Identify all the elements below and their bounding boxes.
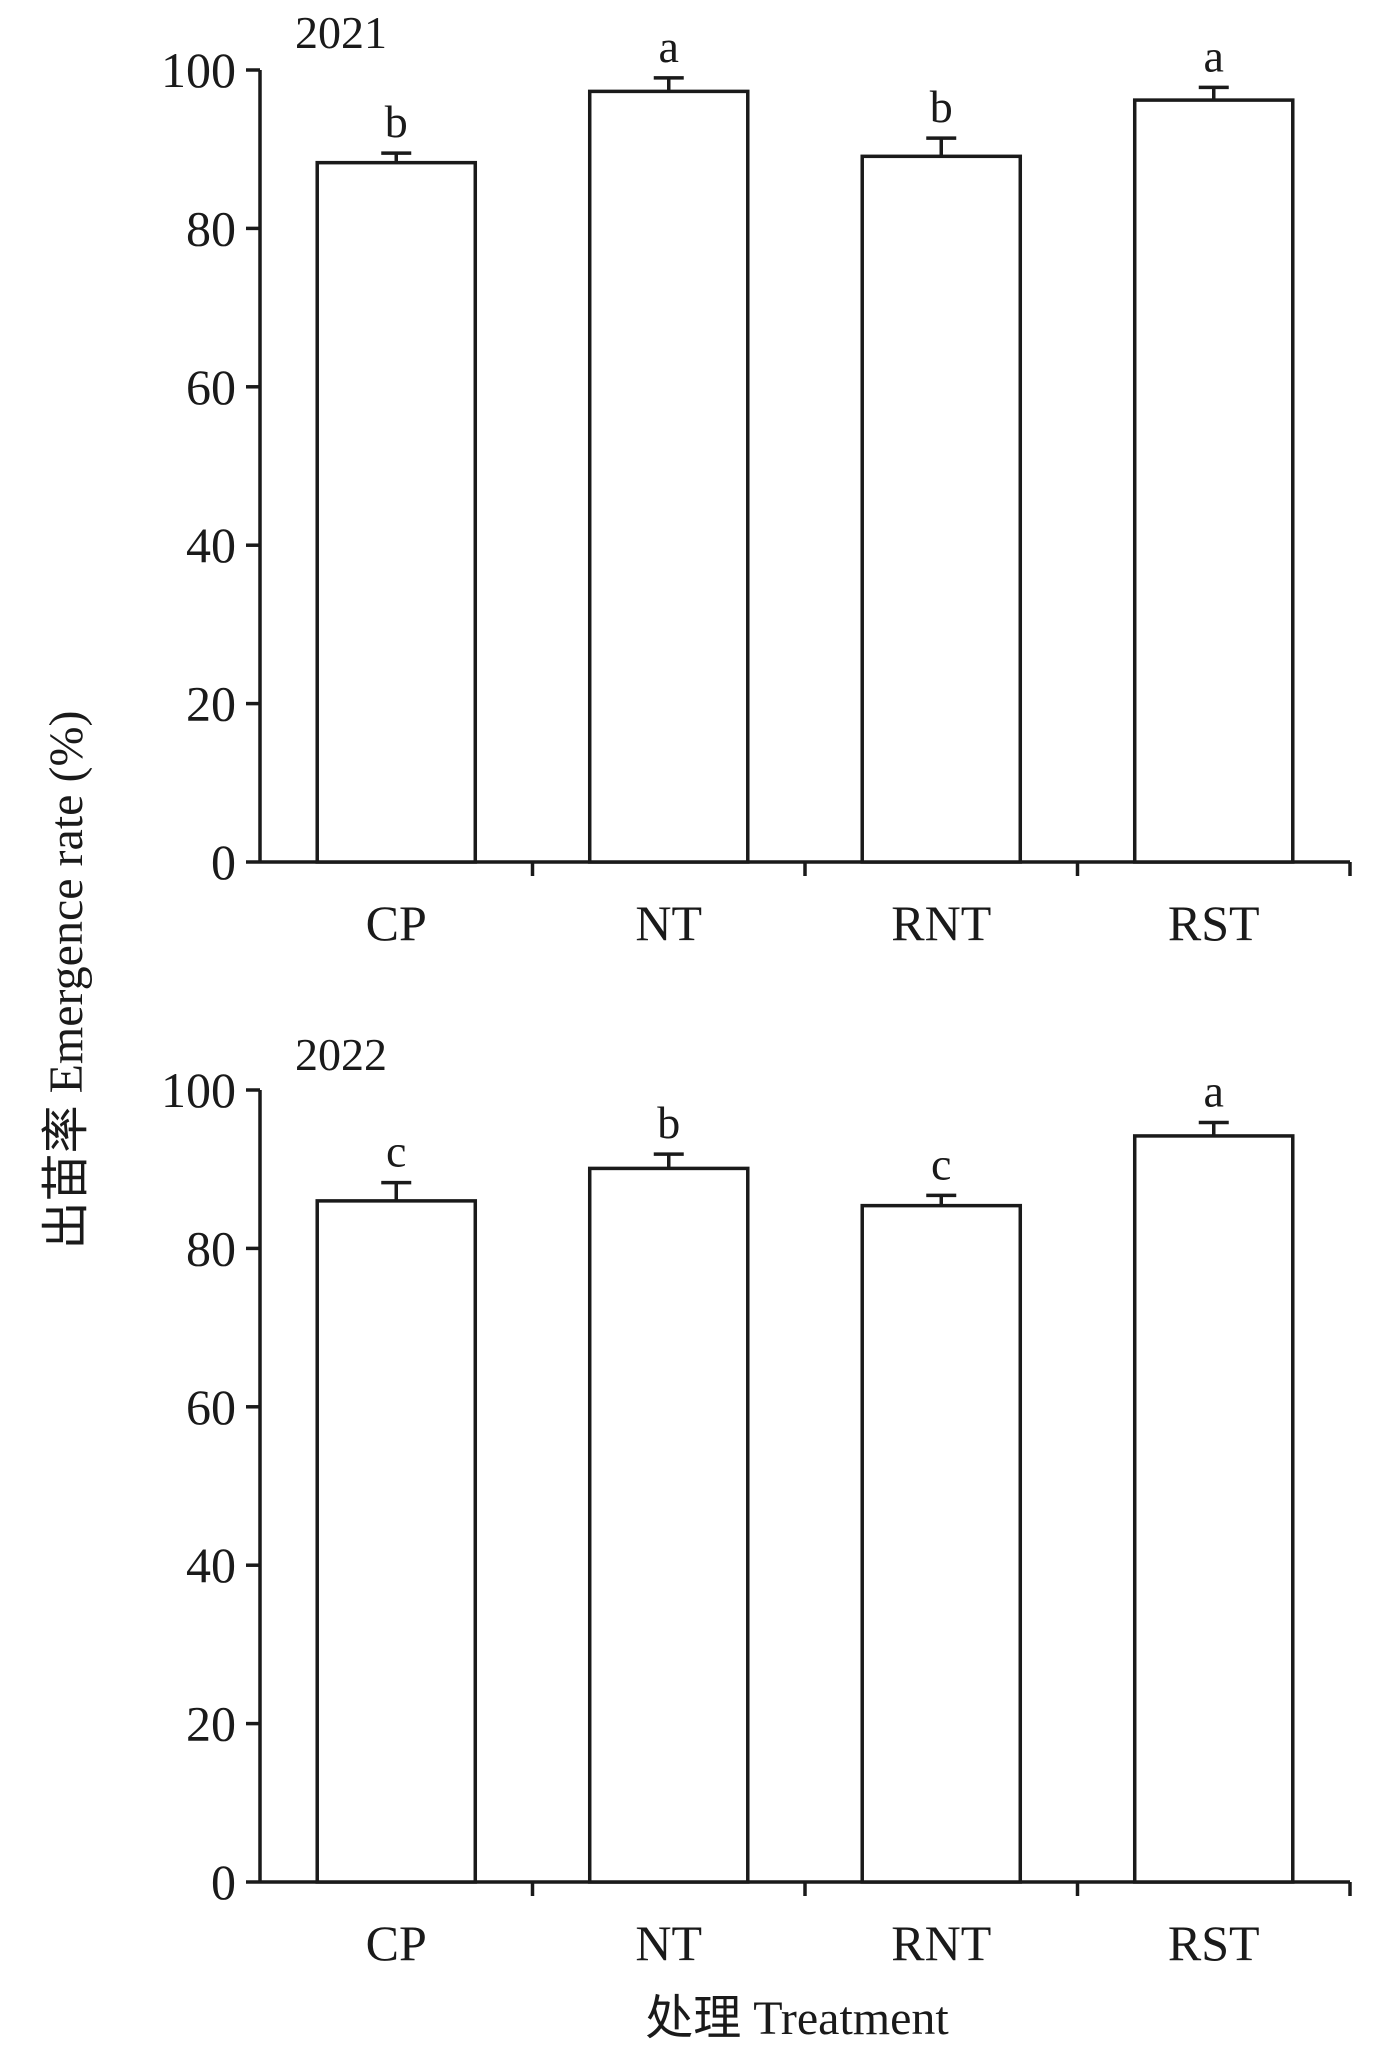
x-tick-label: RST bbox=[1168, 895, 1260, 951]
y-axis-title: 出苗率 Emergence rate (%) bbox=[40, 711, 93, 1250]
y-tick-label: 40 bbox=[186, 1537, 236, 1593]
y-tick-label: 20 bbox=[186, 1696, 236, 1752]
significance-label: b bbox=[657, 1097, 680, 1148]
y-tick-label: 0 bbox=[211, 834, 236, 890]
bar-rnt bbox=[860, 1203, 1023, 1884]
significance-label: a bbox=[659, 21, 679, 72]
significance-label: b bbox=[930, 81, 953, 132]
bar-cp bbox=[315, 1199, 478, 1884]
bar-rst bbox=[1132, 98, 1295, 864]
x-tick-label: RNT bbox=[891, 1915, 991, 1971]
panel-title: 2022 bbox=[295, 1029, 387, 1080]
y-tick-label: 20 bbox=[186, 676, 236, 732]
bar-cp bbox=[315, 160, 478, 864]
panel-title: 2021 bbox=[295, 7, 387, 58]
bar-rnt bbox=[860, 154, 1023, 864]
y-tick-label: 100 bbox=[161, 1062, 236, 1118]
significance-label: c bbox=[931, 1138, 951, 1189]
panel-2021: 2021 0 20 40 60 80 100 b CP a NT b RNT a RST bbox=[161, 7, 1352, 951]
x-tick-label: RNT bbox=[891, 895, 991, 951]
y-tick-label: 0 bbox=[211, 1854, 236, 1910]
significance-label: a bbox=[1204, 30, 1224, 81]
y-tick-label: 40 bbox=[186, 517, 236, 573]
bar-nt bbox=[587, 89, 750, 864]
x-tick-label: NT bbox=[635, 895, 702, 951]
bar-rst bbox=[1132, 1134, 1295, 1884]
panel-2022: 2022 0 20 40 60 80 100 c CP b NT c RNT a RST bbox=[161, 1029, 1352, 1971]
x-tick-label: NT bbox=[635, 1915, 702, 1971]
bar-nt bbox=[587, 1166, 750, 1884]
y-tick-label: 80 bbox=[186, 1220, 236, 1276]
significance-label: b bbox=[385, 96, 408, 147]
x-tick-label: CP bbox=[366, 1915, 427, 1971]
significance-label: a bbox=[1204, 1065, 1224, 1116]
x-axis-title: 处理 Treatment bbox=[645, 1992, 949, 2045]
y-tick-label: 100 bbox=[161, 42, 236, 98]
y-tick-label: 60 bbox=[186, 359, 236, 415]
y-tick-label: 60 bbox=[186, 1379, 236, 1435]
y-tick-label: 80 bbox=[186, 200, 236, 256]
x-tick-label: CP bbox=[366, 895, 427, 951]
x-tick-label: RST bbox=[1168, 1915, 1260, 1971]
significance-label: c bbox=[386, 1126, 406, 1177]
